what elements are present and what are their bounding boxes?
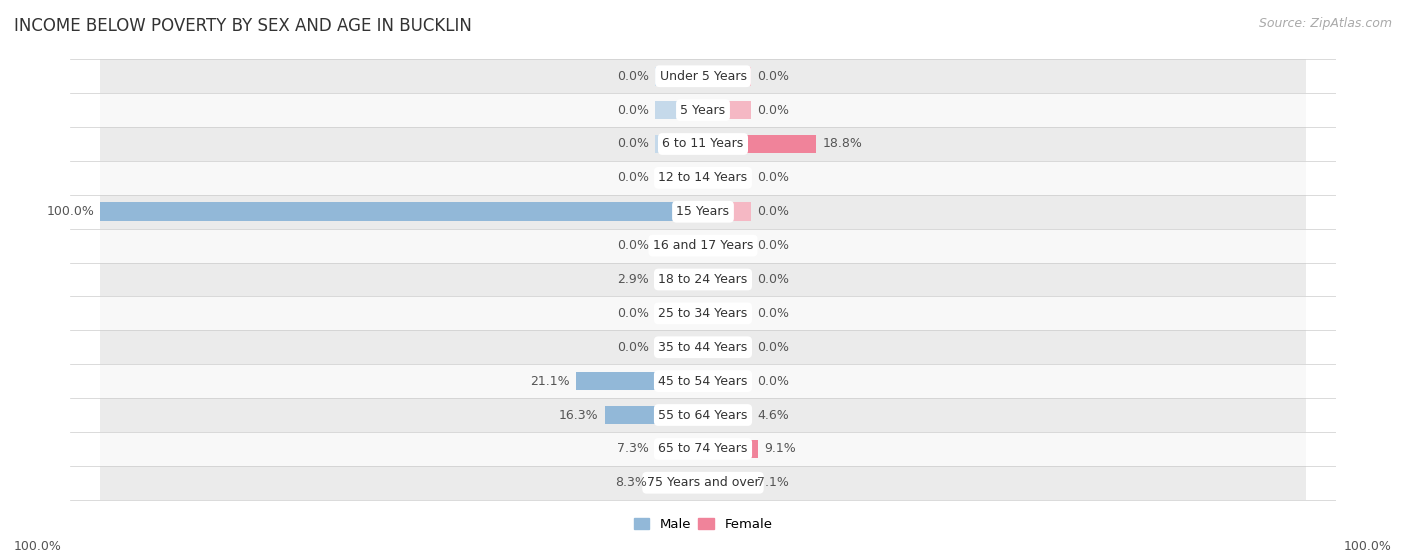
Text: 0.0%: 0.0%: [617, 307, 648, 320]
Text: 9.1%: 9.1%: [763, 442, 796, 456]
Text: 65 to 74 Years: 65 to 74 Years: [658, 442, 748, 456]
Bar: [100, 229, 1306, 263]
Bar: [703, 67, 751, 86]
Bar: [655, 169, 703, 187]
Bar: [100, 296, 1306, 330]
Text: 0.0%: 0.0%: [758, 205, 789, 218]
Text: 0.0%: 0.0%: [758, 307, 789, 320]
Legend: Male, Female: Male, Female: [628, 513, 778, 537]
Text: 5 Years: 5 Years: [681, 103, 725, 117]
Bar: [652, 473, 703, 492]
Bar: [703, 406, 751, 424]
Bar: [100, 202, 703, 221]
Bar: [100, 93, 1306, 127]
Bar: [576, 372, 703, 390]
Text: 0.0%: 0.0%: [758, 70, 789, 83]
Text: 0.0%: 0.0%: [758, 103, 789, 117]
Text: 0.0%: 0.0%: [617, 103, 648, 117]
Bar: [655, 135, 703, 153]
Bar: [605, 406, 703, 424]
Text: 8.3%: 8.3%: [614, 476, 647, 489]
Text: Under 5 Years: Under 5 Years: [659, 70, 747, 83]
Bar: [655, 101, 703, 120]
Bar: [703, 135, 817, 153]
Text: 18.8%: 18.8%: [823, 138, 862, 150]
Bar: [655, 67, 703, 86]
Text: 4.6%: 4.6%: [758, 409, 789, 421]
Text: 15 Years: 15 Years: [676, 205, 730, 218]
Text: 0.0%: 0.0%: [617, 172, 648, 184]
Text: 0.0%: 0.0%: [617, 341, 648, 354]
Text: 35 to 44 Years: 35 to 44 Years: [658, 341, 748, 354]
Bar: [655, 439, 703, 458]
Text: Source: ZipAtlas.com: Source: ZipAtlas.com: [1258, 17, 1392, 30]
Text: 0.0%: 0.0%: [617, 70, 648, 83]
Text: 16.3%: 16.3%: [560, 409, 599, 421]
Bar: [655, 338, 703, 357]
Bar: [655, 270, 703, 289]
Bar: [703, 270, 751, 289]
Bar: [655, 236, 703, 255]
Bar: [100, 330, 1306, 364]
Bar: [703, 101, 751, 120]
Text: 75 Years and over: 75 Years and over: [647, 476, 759, 489]
Text: 0.0%: 0.0%: [758, 375, 789, 387]
Text: 12 to 14 Years: 12 to 14 Years: [658, 172, 748, 184]
Text: 0.0%: 0.0%: [758, 172, 789, 184]
Bar: [655, 304, 703, 323]
Text: 16 and 17 Years: 16 and 17 Years: [652, 239, 754, 252]
Text: 25 to 34 Years: 25 to 34 Years: [658, 307, 748, 320]
Text: 0.0%: 0.0%: [758, 273, 789, 286]
Bar: [100, 202, 703, 221]
Bar: [703, 338, 751, 357]
Text: 0.0%: 0.0%: [617, 239, 648, 252]
Bar: [659, 439, 703, 458]
Bar: [703, 439, 758, 458]
Bar: [703, 202, 751, 221]
Text: 2.9%: 2.9%: [617, 273, 648, 286]
Text: 7.1%: 7.1%: [758, 476, 789, 489]
Text: 21.1%: 21.1%: [530, 375, 569, 387]
Text: 0.0%: 0.0%: [758, 239, 789, 252]
Text: 7.3%: 7.3%: [617, 442, 648, 456]
Bar: [703, 135, 817, 153]
Text: 18 to 24 Years: 18 to 24 Years: [658, 273, 748, 286]
Bar: [100, 364, 1306, 398]
Bar: [576, 372, 703, 390]
Text: 100.0%: 100.0%: [14, 541, 62, 553]
Bar: [100, 466, 1306, 500]
Text: INCOME BELOW POVERTY BY SEX AND AGE IN BUCKLIN: INCOME BELOW POVERTY BY SEX AND AGE IN B…: [14, 17, 472, 35]
Text: 6 to 11 Years: 6 to 11 Years: [662, 138, 744, 150]
Bar: [100, 432, 1306, 466]
Bar: [703, 406, 731, 424]
Bar: [703, 439, 758, 458]
Text: 0.0%: 0.0%: [617, 138, 648, 150]
Bar: [605, 406, 703, 424]
Bar: [652, 473, 703, 492]
Bar: [686, 270, 703, 289]
Bar: [100, 263, 1306, 296]
Text: 55 to 64 Years: 55 to 64 Years: [658, 409, 748, 421]
Bar: [703, 304, 751, 323]
Text: 100.0%: 100.0%: [1344, 541, 1392, 553]
Bar: [703, 372, 751, 390]
Bar: [100, 161, 1306, 195]
Bar: [100, 127, 1306, 161]
Bar: [703, 473, 751, 492]
Text: 0.0%: 0.0%: [758, 341, 789, 354]
Text: 100.0%: 100.0%: [46, 205, 94, 218]
Bar: [100, 195, 1306, 229]
Bar: [703, 169, 751, 187]
Text: 45 to 54 Years: 45 to 54 Years: [658, 375, 748, 387]
Bar: [100, 398, 1306, 432]
Bar: [100, 59, 1306, 93]
Bar: [703, 473, 745, 492]
Bar: [703, 236, 751, 255]
